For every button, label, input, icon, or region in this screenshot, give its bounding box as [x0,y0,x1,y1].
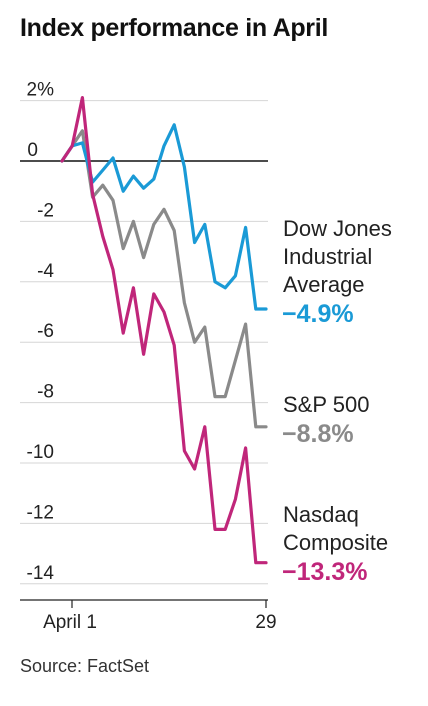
y-tick-label: 2% [27,80,55,101]
y-tick-label: -10 [27,442,54,463]
y-tick-label: -2 [37,200,54,221]
series-line-0 [60,123,268,311]
series-labels: Dow Jones Industrial Average −4.9% S&P 500 −8… [282,216,392,586]
series-name-label: S&P 500 [283,392,369,417]
series-line-1 [60,129,268,429]
y-tick-label: -8 [37,382,54,403]
series-name-label: Composite [283,530,388,555]
y-tick-label: -14 [27,563,55,584]
series-name-label: Nasdaq [283,502,359,527]
series-name-label: Dow Jones [283,216,392,241]
x-tick-label: 29 [255,612,276,633]
series-value-label: −13.3% [282,558,368,586]
chart-title: Index performance in April [20,14,329,42]
source-note: Source: FactSet [20,656,150,676]
series-value-label: −8.8% [282,420,354,448]
series-name-label: Average [283,272,365,297]
series-line-2 [60,95,268,565]
series-value-label: −4.9% [282,300,354,328]
series-lines [60,95,268,565]
y-tick-label: 0 [27,140,38,161]
y-axis-ticks: 2% 0 -2 -4 -6 -8 -10 -12 -14 [27,80,55,584]
series-name-label: Industrial [283,244,372,269]
y-tick-label: -12 [27,502,54,523]
y-tick-label: -6 [37,321,54,342]
x-axis: April 1 29 [20,599,277,633]
y-tick-label: -4 [37,261,54,282]
x-tick-label: April 1 [43,612,97,633]
